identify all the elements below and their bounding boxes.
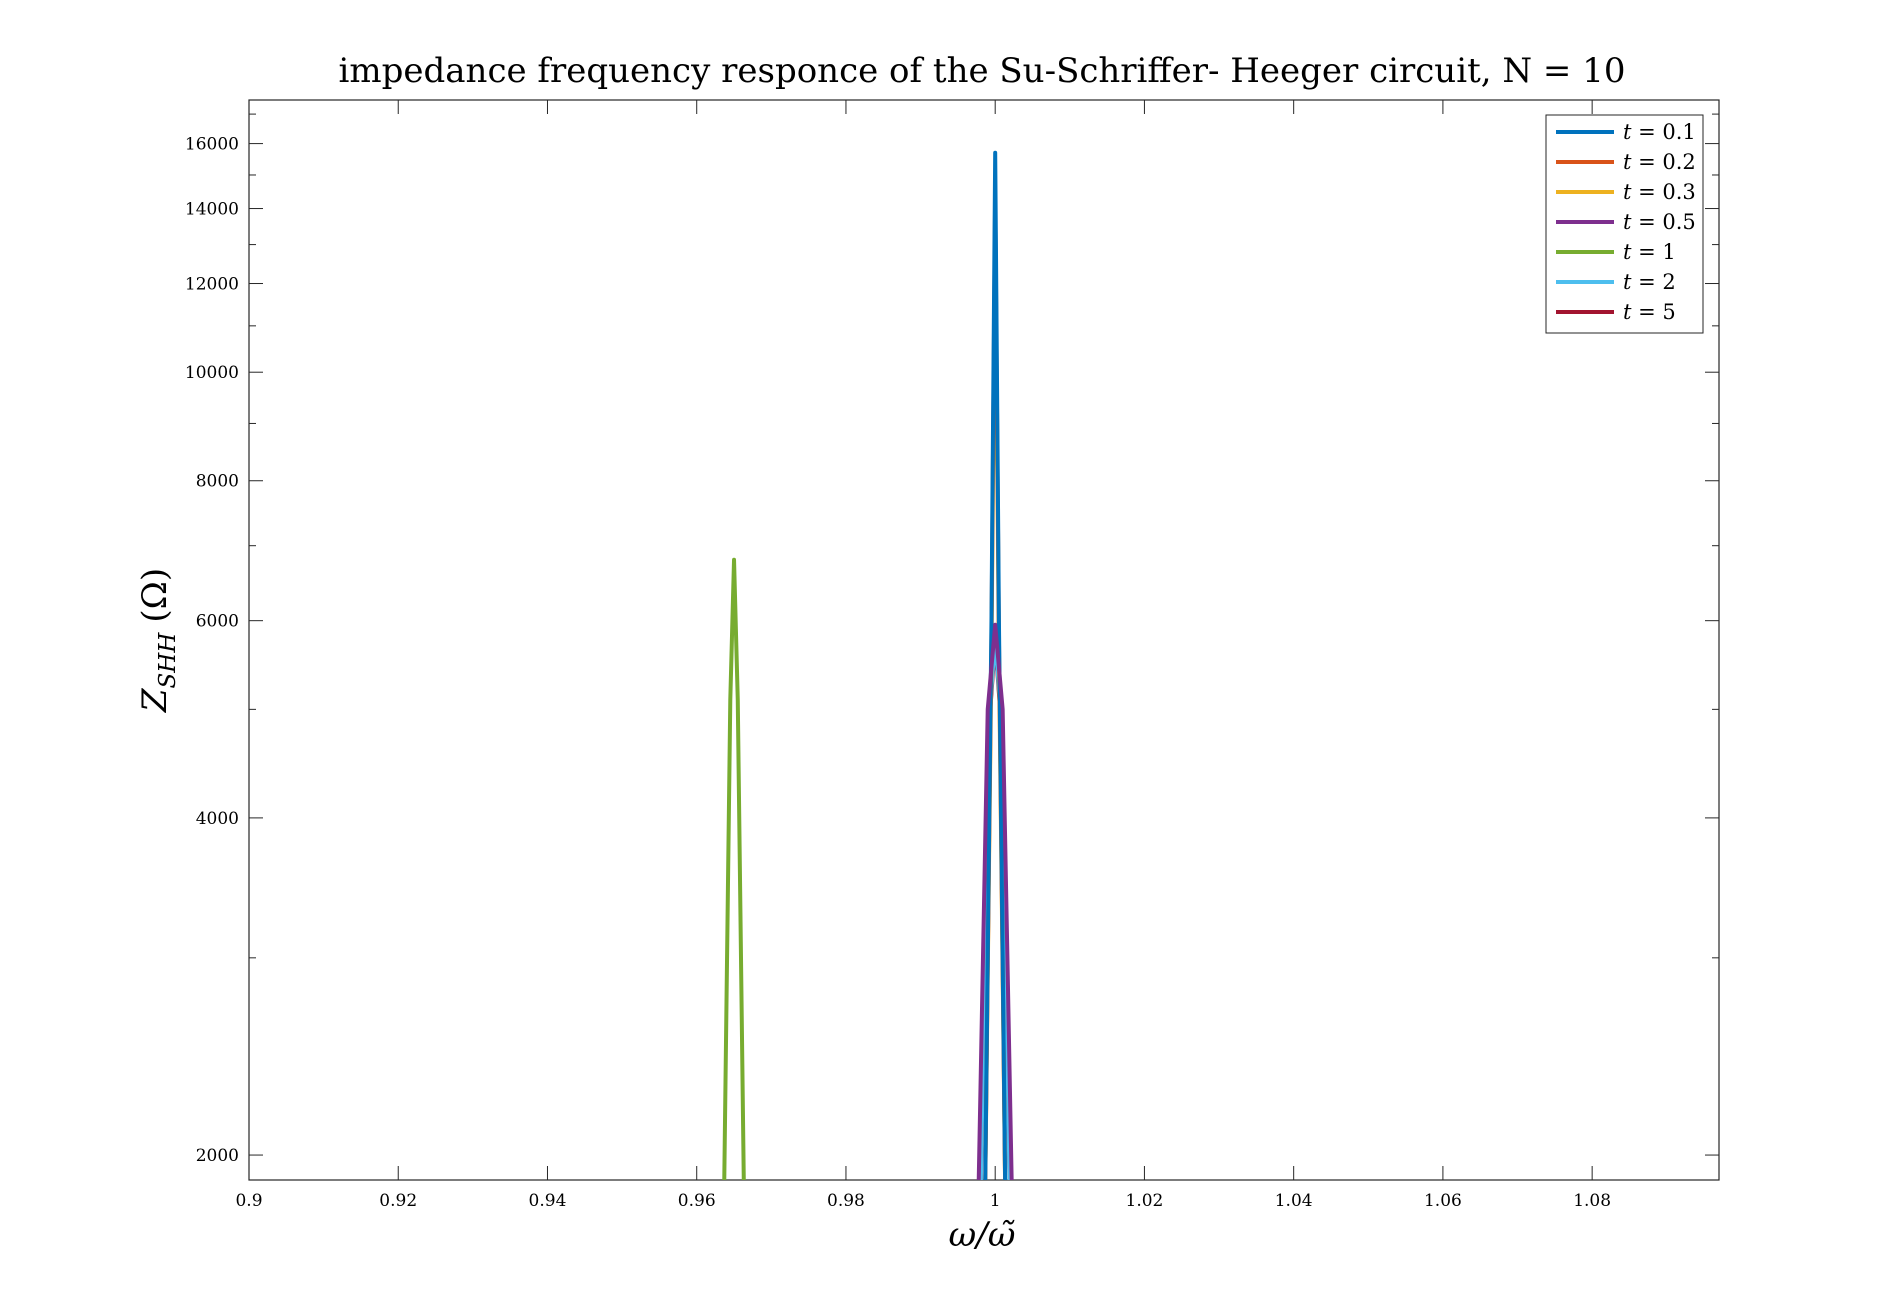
- legend-label-var: t: [1623, 120, 1638, 144]
- axis-ticks: [248, 100, 1719, 1180]
- y-tick-label: 12000: [185, 275, 239, 295]
- y-tick-labels: 2000 4000 6000 8000 10000 12000 14000 16000: [185, 135, 239, 1166]
- plot-area: [248, 99, 1720, 1181]
- x-tick-label: 1: [990, 1191, 1001, 1211]
- series-line-5: [722, 557, 746, 1180]
- x-tick-label: 0.9: [235, 1191, 262, 1211]
- legend-label: t = 0.2: [1623, 150, 1696, 174]
- legend-label-var: t: [1623, 210, 1638, 234]
- chart-title: impedance frequency responce of the Su-S…: [339, 51, 1626, 91]
- legend-label-var: t: [1623, 180, 1638, 204]
- y-tick-label: 10000: [185, 363, 239, 383]
- legend-label-value: = 2: [1638, 270, 1676, 294]
- legend-label-value: = 0.1: [1638, 120, 1696, 144]
- legend-label-value: = 0.2: [1638, 150, 1696, 174]
- y-tick-label: 16000: [185, 135, 239, 155]
- legend-label: t = 0.3: [1623, 180, 1696, 204]
- y-axis-label: ZSHH (Ω): [135, 568, 181, 713]
- legend-label: t = 5: [1623, 300, 1676, 324]
- legend-label-var: t: [1623, 240, 1638, 264]
- y-axis-label-symbol: Z: [135, 687, 175, 713]
- x-tick-labels: 0.9 0.92 0.94 0.96 0.98 1 1.02 1.04 1.06 1.08: [235, 1191, 1611, 1211]
- x-tick-label: 0.94: [529, 1191, 567, 1211]
- series-line-4: [976, 622, 1014, 1180]
- x-tick-label: 0.96: [678, 1191, 716, 1211]
- y-axis-label-subscript: SHH: [155, 632, 181, 689]
- legend-label-var: t: [1623, 300, 1638, 324]
- legend-label: t = 2: [1623, 270, 1676, 294]
- legend-label-value: = 0.3: [1638, 180, 1696, 204]
- y-axis-label-unit: (Ω): [135, 568, 175, 623]
- legend-label: t = 0.5: [1623, 210, 1696, 234]
- y-tick-label: 8000: [196, 472, 239, 492]
- legend-label-value: = 5: [1638, 300, 1676, 324]
- legend-items: t = 0.1t = 0.2t = 0.3t = 0.5t = 1t = 2t …: [1556, 120, 1696, 324]
- x-axis-label: ω/ω̃: [949, 1215, 1016, 1255]
- legend-label: t = 1: [1623, 240, 1676, 264]
- y-tick-label: 2000: [196, 1146, 239, 1166]
- y-tick-label: 14000: [185, 200, 239, 220]
- legend-label-value: = 1: [1638, 240, 1676, 264]
- x-tick-label: 1.02: [1126, 1191, 1164, 1211]
- legend-label-value: = 0.5: [1638, 210, 1696, 234]
- x-tick-label: 1.08: [1573, 1191, 1611, 1211]
- series-line-1: [983, 150, 1008, 1180]
- x-tick-label: 0.92: [379, 1191, 417, 1211]
- x-tick-label: 0.98: [827, 1191, 865, 1211]
- legend-label-var: t: [1623, 150, 1638, 174]
- x-tick-label: 1.06: [1424, 1191, 1462, 1211]
- legend: t = 0.1t = 0.2t = 0.3t = 0.5t = 1t = 2t …: [1545, 114, 1704, 334]
- y-tick-label: 4000: [196, 809, 239, 829]
- x-tick-label: 1.04: [1275, 1191, 1313, 1211]
- legend-label: t = 0.1: [1623, 120, 1696, 144]
- series-lines: [722, 150, 1014, 1180]
- legend-label-var: t: [1623, 270, 1638, 294]
- y-tick-label: 6000: [196, 612, 239, 632]
